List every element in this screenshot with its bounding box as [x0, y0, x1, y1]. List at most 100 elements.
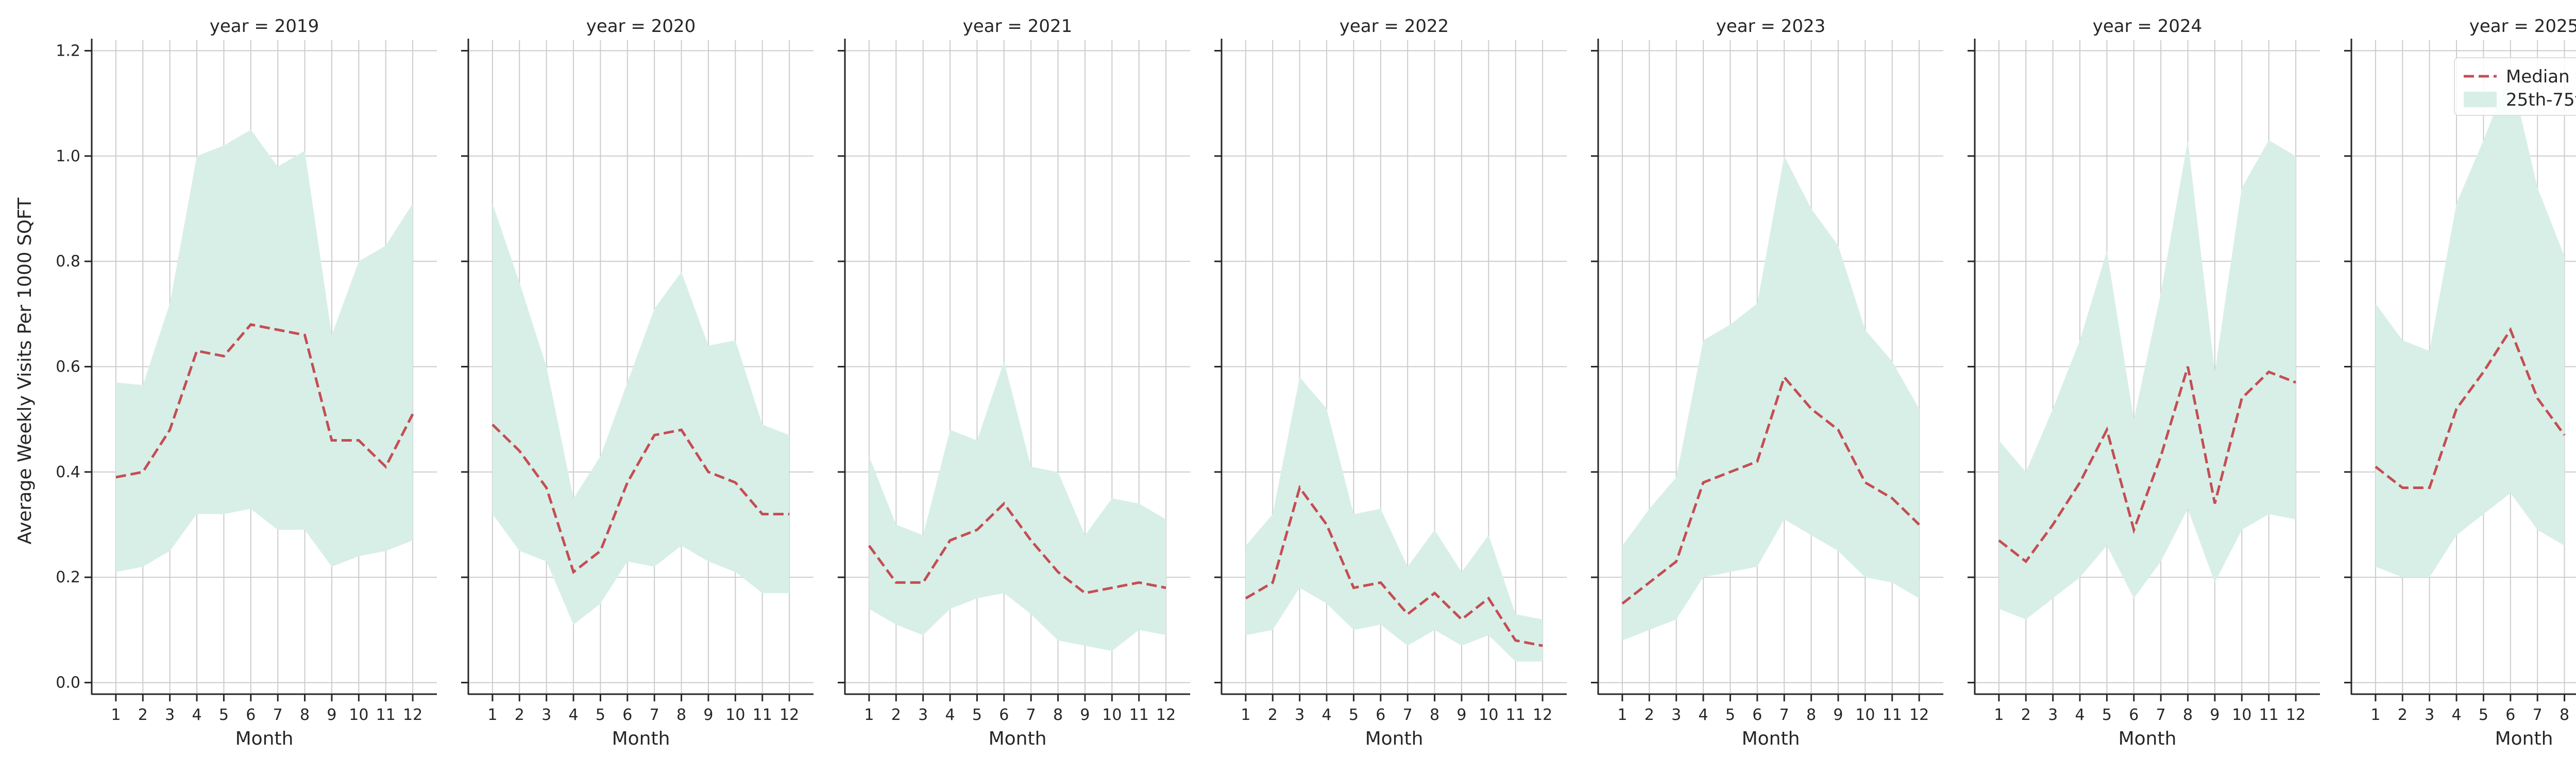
y-tick-label: 1.2: [56, 42, 80, 60]
median-line: [492, 424, 790, 575]
x-tick-label: 11: [753, 706, 772, 724]
percentile-band: [1622, 156, 1920, 641]
y-tick-label: 0.4: [56, 463, 80, 481]
percentile-band: [1998, 140, 2296, 619]
legend-band-label: 25th-75th Percentile: [2506, 90, 2576, 110]
x-tick-label: 9: [703, 706, 713, 724]
x-tick-label: 11: [2259, 706, 2279, 724]
panel-title: year = 2025: [2469, 16, 2576, 37]
x-tick-label: 11: [1129, 706, 1149, 724]
x-axis-label: Month: [1742, 728, 1800, 749]
median-line: [1998, 366, 2297, 564]
x-tick-label: 8: [676, 706, 686, 724]
x-tick-label: 6: [2129, 706, 2139, 724]
x-tick-label: 11: [1883, 706, 1902, 724]
x-tick-label: 5: [2102, 706, 2112, 724]
x-tick-label: 1: [864, 706, 874, 724]
x-axis-label: Month: [612, 728, 670, 749]
x-axis-label: Month: [1365, 728, 1423, 749]
x-tick-label: 6: [2505, 706, 2515, 724]
x-tick-label: 12: [403, 706, 422, 724]
x-tick-label: 12: [1909, 706, 1929, 724]
x-tick-label: 1: [1994, 706, 2004, 724]
x-tick-label: 5: [219, 706, 229, 724]
x-tick-label: 4: [2075, 706, 2084, 724]
x-tick-label: 3: [165, 706, 175, 724]
x-tick-label: 2: [2021, 706, 2031, 724]
x-tick-label: 7: [650, 706, 659, 724]
x-tick-label: 4: [192, 706, 201, 724]
facet-panels: 0.00.20.40.60.81.01.21 2 3 4 5 6 7 8 9 10 11 12Mont…: [56, 16, 2576, 749]
panel-title: year = 2024: [2093, 16, 2202, 37]
x-tick-label: 5: [1725, 706, 1735, 724]
x-tick-label: 5: [596, 706, 605, 724]
median-line: [1621, 374, 1920, 605]
panel-title: year = 2021: [963, 16, 1072, 37]
percentile-band: [115, 129, 413, 572]
x-tick-label: 3: [2425, 706, 2434, 724]
panel-title: year = 2020: [586, 16, 696, 37]
x-tick-label: 11: [1506, 706, 1526, 724]
x-tick-label: 4: [2451, 706, 2461, 724]
x-tick-label: 2: [138, 706, 148, 724]
x-tick-label: 2: [1268, 706, 1278, 724]
x-tick-label: 8: [300, 706, 310, 724]
x-tick-label: 4: [1698, 706, 1708, 724]
x-tick-label: 10: [349, 706, 368, 724]
x-tick-label: 4: [1321, 706, 1331, 724]
x-axis-label: Month: [989, 728, 1047, 749]
x-tick-label: 11: [376, 706, 396, 724]
x-tick-label: 9: [2210, 706, 2219, 724]
x-tick-label: 5: [1349, 706, 1359, 724]
median-line: [1245, 484, 1543, 647]
median-line: [2375, 327, 2566, 490]
x-tick-label: 10: [725, 706, 745, 724]
x-tick-label: 12: [2286, 706, 2306, 724]
y-tick-label: 0.2: [56, 568, 80, 586]
x-tick-label: 3: [1295, 706, 1304, 724]
x-tick-label: 4: [568, 706, 578, 724]
x-tick-label: 12: [1533, 706, 1552, 724]
x-tick-label: 6: [1752, 706, 1762, 724]
percentile-band: [2375, 72, 2565, 578]
x-tick-label: 3: [1671, 706, 1681, 724]
x-tick-label: 12: [779, 706, 799, 724]
panel-title: year = 2023: [1716, 16, 1825, 37]
x-tick-label: 5: [2479, 706, 2488, 724]
x-axis-label: Month: [2119, 728, 2177, 749]
x-tick-label: 8: [2560, 706, 2569, 724]
x-axis-label: Month: [2495, 728, 2553, 749]
x-tick-label: 1: [2370, 706, 2380, 724]
x-tick-label: 10: [2232, 706, 2251, 724]
y-axis-label: Average Weekly Visits Per 1000 SQFT: [14, 197, 36, 545]
x-tick-label: 12: [1156, 706, 1176, 724]
x-tick-label: 9: [1833, 706, 1843, 724]
x-tick-label: 3: [2048, 706, 2058, 724]
x-tick-label: 1: [487, 706, 497, 724]
x-tick-label: 1: [111, 706, 121, 724]
x-axis-label: Month: [235, 728, 294, 749]
y-tick-label: 0.8: [56, 253, 80, 271]
x-tick-label: 8: [1053, 706, 1063, 724]
x-tick-label: 10: [1479, 706, 1498, 724]
x-tick-label: 7: [1780, 706, 1789, 724]
median-line: [868, 501, 1166, 595]
percentile-band: [869, 361, 1166, 651]
x-tick-label: 10: [1102, 706, 1122, 724]
panel-title: year = 2022: [1340, 16, 1449, 37]
x-tick-label: 1: [1617, 706, 1627, 724]
x-tick-label: 2: [891, 706, 901, 724]
x-tick-label: 7: [273, 706, 283, 724]
x-tick-label: 8: [1430, 706, 1439, 724]
x-tick-label: 9: [327, 706, 336, 724]
x-tick-label: 7: [2156, 706, 2166, 724]
legend-median-label: Median: [2506, 66, 2570, 87]
x-tick-label: 7: [1026, 706, 1036, 724]
x-tick-label: 6: [246, 706, 256, 724]
x-tick-label: 7: [1403, 706, 1413, 724]
